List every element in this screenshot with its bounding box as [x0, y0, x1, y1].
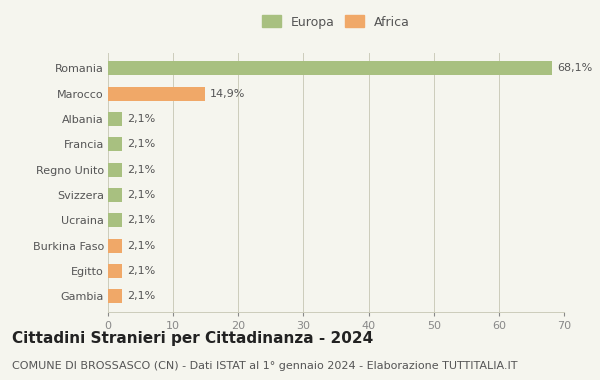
Text: 68,1%: 68,1% [557, 63, 592, 73]
Bar [108, 112, 122, 126]
Text: 2,1%: 2,1% [127, 266, 155, 276]
Bar [108, 290, 122, 303]
Text: 2,1%: 2,1% [127, 190, 155, 200]
Bar [108, 214, 122, 227]
Text: 2,1%: 2,1% [127, 215, 155, 225]
Bar [108, 163, 122, 177]
Text: 2,1%: 2,1% [127, 114, 155, 124]
Text: 2,1%: 2,1% [127, 241, 155, 251]
Bar [108, 264, 122, 278]
Text: 2,1%: 2,1% [127, 139, 155, 149]
Bar [108, 138, 122, 151]
Legend: Europa, Africa: Europa, Africa [260, 13, 412, 31]
Bar [108, 87, 205, 101]
Text: 2,1%: 2,1% [127, 291, 155, 301]
Bar [108, 239, 122, 253]
Text: 14,9%: 14,9% [210, 89, 245, 99]
Text: 2,1%: 2,1% [127, 165, 155, 175]
Text: COMUNE DI BROSSASCO (CN) - Dati ISTAT al 1° gennaio 2024 - Elaborazione TUTTITAL: COMUNE DI BROSSASCO (CN) - Dati ISTAT al… [12, 361, 517, 371]
Text: Cittadini Stranieri per Cittadinanza - 2024: Cittadini Stranieri per Cittadinanza - 2… [12, 331, 373, 345]
Bar [108, 62, 551, 75]
Bar [108, 188, 122, 202]
